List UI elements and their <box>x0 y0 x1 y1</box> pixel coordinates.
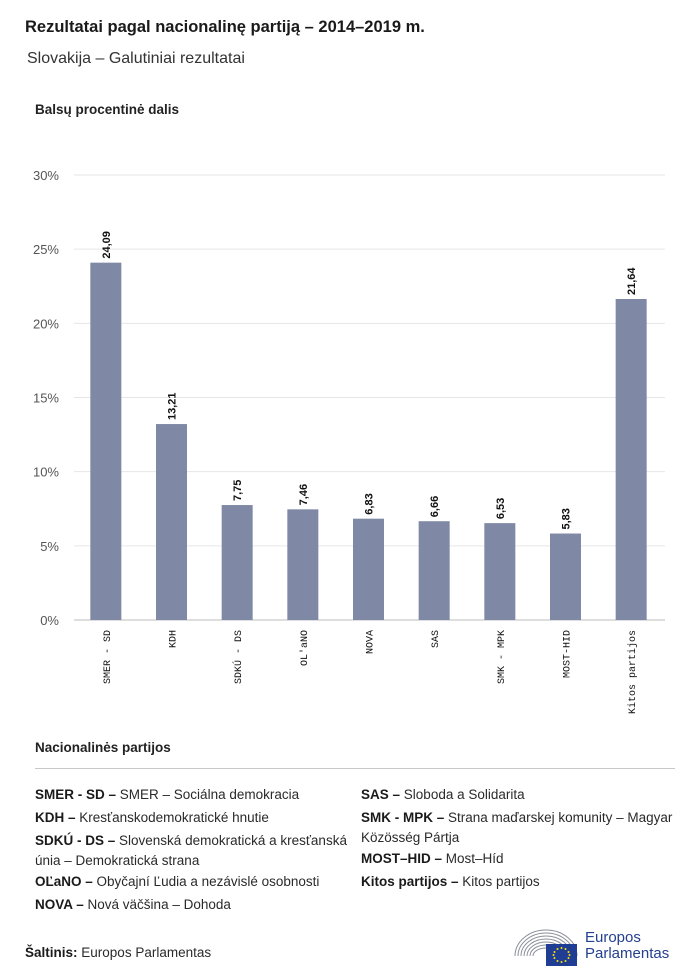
legend-name: Nová väčšina – Dohoda <box>87 897 231 912</box>
bar-value-label: 24,09 <box>101 231 113 259</box>
legend-abbr: KDH – <box>35 810 76 825</box>
bar-value-label: 13,21 <box>167 393 179 421</box>
legend-name: Obyčajní Ľudia a nezávislé osobnosti <box>96 874 320 889</box>
source-label: Šaltinis: <box>25 945 78 960</box>
legend-item-sdku: SDKÚ - DS – Slovenská demokratická a kre… <box>35 831 350 871</box>
logo-line-2: Parlamentas <box>585 945 670 962</box>
x-tick-label: SMER - SD <box>103 630 114 684</box>
legend-name: Slovenská demokratická a kresťanská únia… <box>35 833 347 868</box>
legend-abbr: NOVA – <box>35 897 84 912</box>
legend-name: Kitos partijos <box>462 874 540 889</box>
chart-title: Rezultatai pagal nacionalinę partiją – 2… <box>25 18 425 36</box>
bar-value-label: 6,66 <box>429 496 441 517</box>
legend-divider <box>35 768 675 769</box>
chart-subtitle: Slovakija – Galutiniai rezultatai <box>27 50 245 67</box>
x-tick-label: MOST-HID <box>563 630 574 678</box>
legend-item-nova: NOVA – Nová väčšina – Dohoda <box>35 895 345 915</box>
legend-abbr: Kitos partijos – <box>361 874 459 889</box>
y-axis-label: Balsų procentinė dalis <box>35 102 180 117</box>
y-tick-label: 10% <box>33 465 59 480</box>
y-tick-label: 25% <box>33 242 59 257</box>
legend-item-kitos: Kitos partijos – Kitos partijos <box>361 872 681 892</box>
bar <box>353 518 384 620</box>
bar <box>418 521 450 620</box>
legend-name: SMER – Sociálna demokracia <box>119 787 300 802</box>
legend-abbr: SAS – <box>361 787 401 802</box>
legend-abbr: OĽaNO – <box>35 874 93 889</box>
legend-name: Most–Híd <box>445 851 504 866</box>
logo-wordmark: Europos Parlamentas <box>585 930 669 962</box>
legend-abbr: MOST–HID – <box>361 851 443 866</box>
bar-value-label: 7,75 <box>232 480 244 501</box>
bar-value-label: 6,83 <box>364 493 376 514</box>
legend-name: Strana maďarskej komunity – Magyar Közös… <box>361 810 673 845</box>
bar-value-label: 7,46 <box>298 484 310 505</box>
bar <box>484 523 516 620</box>
bar-value-label: 21,64 <box>626 267 638 295</box>
x-tick-label: SMK - MPK <box>497 630 508 684</box>
legend-item-smk: SMK - MPK – Strana maďarskej komunity – … <box>361 808 681 848</box>
bar-value-label: 5,83 <box>561 508 573 529</box>
x-tick-label: KDH <box>169 630 180 648</box>
legend-item-kdh: KDH – Kresťanskodemokratické hnutie <box>35 808 345 828</box>
source-value: Europos Parlamentas <box>81 945 212 960</box>
legend-abbr: SDKÚ - DS – <box>35 833 116 848</box>
bar <box>90 262 122 620</box>
european-parliament-logo: Europos Parlamentas <box>513 922 683 968</box>
x-tick-label: NOVA <box>366 630 377 654</box>
x-tick-label: Kitos partijos <box>627 630 639 714</box>
legend-item-sas: SAS – Sloboda a Solidarita <box>361 785 681 805</box>
legend-abbr: SMK - MPK – <box>361 810 445 825</box>
logo-line-1: Europos <box>585 929 641 946</box>
y-tick-label: 15% <box>33 391 59 406</box>
legend-title: Nacionalinės partijos <box>35 740 171 755</box>
bar <box>221 505 253 620</box>
x-tick-label: OL'aNO <box>299 630 311 666</box>
bar-value-label: 6,53 <box>495 498 507 519</box>
x-tick-label: SAS <box>431 630 442 648</box>
y-tick-label: 5% <box>40 539 59 554</box>
bar <box>287 509 319 620</box>
legend-item-most: MOST–HID – Most–Híd <box>361 849 681 869</box>
bar <box>156 424 187 620</box>
legend-abbr: SMER - SD – <box>35 787 117 802</box>
source-note: Šaltinis: Europos Parlamentas <box>25 945 211 960</box>
y-tick-label: 30% <box>33 168 59 183</box>
y-tick-label: 0% <box>40 613 59 628</box>
legend-name: Sloboda a Solidarita <box>403 787 525 802</box>
legend-item-smer: SMER - SD – SMER – Sociálna demokracia <box>35 785 345 805</box>
bar <box>550 533 581 620</box>
legend-name: Kresťanskodemokratické hnutie <box>79 810 269 825</box>
x-tick-label: SDKÚ - DS <box>231 630 245 684</box>
y-tick-label: 20% <box>33 316 59 331</box>
legend-item-olano: OĽaNO – Obyčajní Ľudia a nezávislé osobn… <box>35 872 345 892</box>
parliament-hemicycle-icon <box>514 929 578 966</box>
bar <box>615 299 647 620</box>
bar-chart: 0% 5% 10% 15% 20% 25% 30% 24,09 SMER - SD 13,21 KD… <box>33 168 665 714</box>
